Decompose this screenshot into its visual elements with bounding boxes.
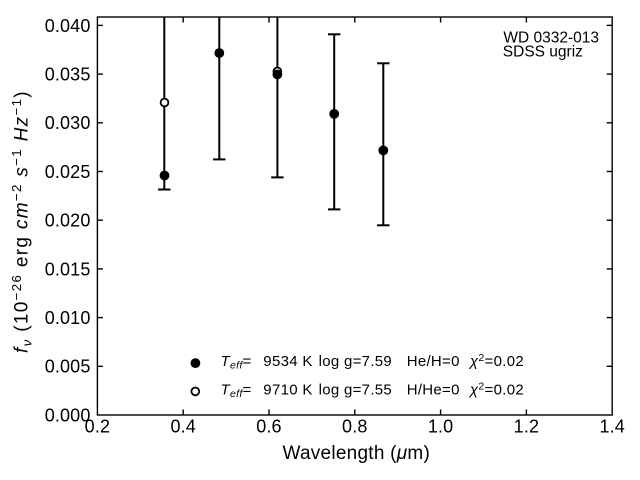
svg-text:1.4: 1.4: [599, 417, 624, 437]
svg-text:0.035: 0.035: [45, 65, 91, 85]
svg-text:0.005: 0.005: [45, 357, 91, 377]
svg-text:χ2=0.02: χ2=0.02: [468, 352, 524, 370]
svg-text:Wavelength (μm): Wavelength (μm): [283, 443, 431, 464]
svg-text:0.4: 0.4: [170, 417, 195, 437]
svg-text:0.040: 0.040: [45, 16, 91, 36]
svg-text:0.000: 0.000: [45, 405, 91, 425]
svg-text:0.8: 0.8: [342, 417, 367, 437]
svg-text:0.010: 0.010: [45, 308, 91, 328]
svg-text:0.6: 0.6: [256, 417, 281, 437]
svg-text:He/H=0: He/H=0: [407, 353, 460, 370]
svg-text:log g=7.55: log g=7.55: [319, 382, 392, 399]
svg-text:0.020: 0.020: [45, 211, 91, 231]
svg-text:0.025: 0.025: [45, 162, 91, 182]
svg-text:0.015: 0.015: [45, 259, 91, 279]
svg-text:SDSS ugriz: SDSS ugriz: [503, 44, 583, 61]
svg-text:WD 0332-013: WD 0332-013: [503, 29, 599, 46]
svg-text:log g=7.59: log g=7.59: [319, 353, 392, 370]
svg-text:H/He=0: H/He=0: [407, 382, 460, 399]
svg-text:0.2: 0.2: [85, 417, 110, 437]
svg-text:Teff=: Teff=: [221, 353, 252, 372]
svg-text:9710 K: 9710 K: [263, 382, 312, 399]
svg-text:Teff=: Teff=: [221, 382, 252, 401]
svg-text:1.2: 1.2: [514, 417, 539, 437]
svg-text:fν (10−26 erg cm−2 s−1 Hz−1): fν (10−26 erg cm−2 s−1 Hz−1): [9, 90, 35, 353]
svg-text:χ2=0.02: χ2=0.02: [468, 381, 524, 399]
svg-text:9534 K: 9534 K: [263, 353, 312, 370]
svg-text:1.0: 1.0: [428, 417, 453, 437]
svg-text:0.030: 0.030: [45, 113, 91, 133]
